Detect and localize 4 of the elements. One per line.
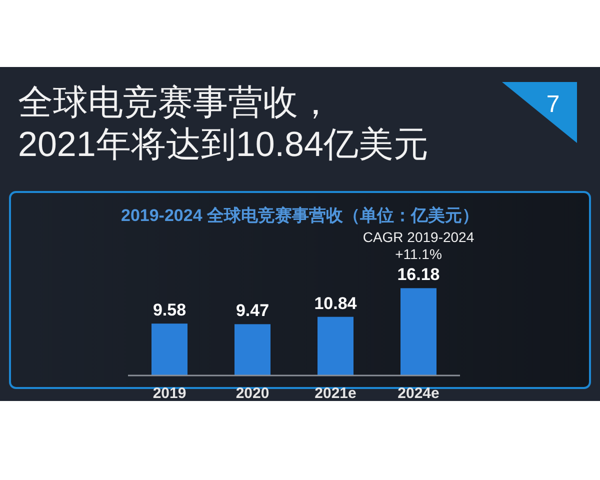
title: 全球电竞赛事营收， 2021年将达到10.84亿美元 — [18, 83, 428, 164]
subtitle: 2019-2024 全球电竞赛事营收（单位：亿美元） — [120, 206, 480, 225]
annotation: 7 — [546, 91, 560, 118]
annotation: CAGR 2019-2024 +11.1% — [362, 229, 474, 262]
